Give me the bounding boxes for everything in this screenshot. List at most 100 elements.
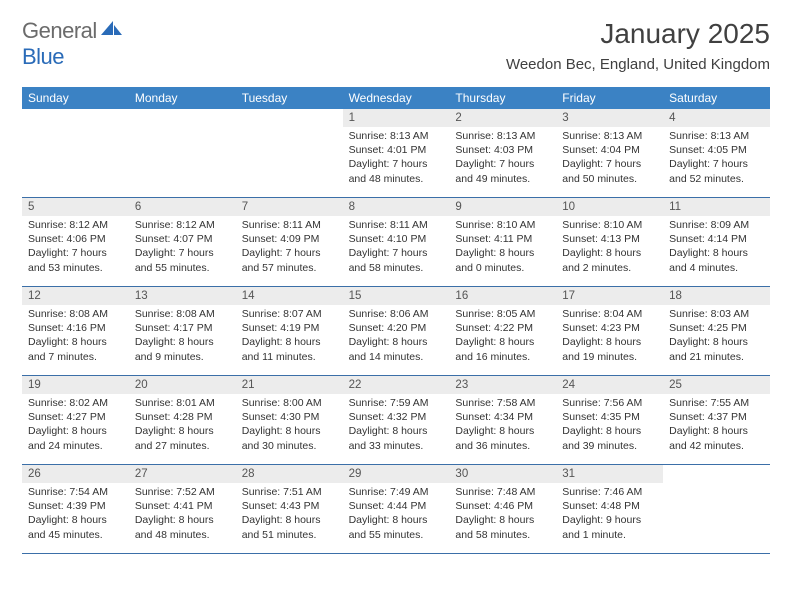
calendar-cell: 31Sunrise: 7:46 AMSunset: 4:48 PMDayligh… — [556, 465, 663, 553]
calendar-cell: 9Sunrise: 8:10 AMSunset: 4:11 PMDaylight… — [449, 198, 556, 286]
sunrise-text: Sunrise: 8:03 AM — [669, 307, 764, 321]
sunrise-text: Sunrise: 8:02 AM — [28, 396, 123, 410]
daylight-text: Daylight: 8 hours and 16 minutes. — [455, 335, 550, 363]
calendar-cell: 23Sunrise: 7:58 AMSunset: 4:34 PMDayligh… — [449, 376, 556, 464]
daylight-text: Daylight: 8 hours and 45 minutes. — [28, 513, 123, 541]
daylight-text: Daylight: 8 hours and 58 minutes. — [455, 513, 550, 541]
sunrise-text: Sunrise: 8:07 AM — [242, 307, 337, 321]
sunrise-text: Sunrise: 8:12 AM — [28, 218, 123, 232]
sunset-text: Sunset: 4:17 PM — [135, 321, 230, 335]
daylight-text: Daylight: 8 hours and 2 minutes. — [562, 246, 657, 274]
day-number: 17 — [556, 287, 663, 305]
day-number: 31 — [556, 465, 663, 483]
calendar-cell: 19Sunrise: 8:02 AMSunset: 4:27 PMDayligh… — [22, 376, 129, 464]
sunrise-text: Sunrise: 7:55 AM — [669, 396, 764, 410]
calendar-cell: 29Sunrise: 7:49 AMSunset: 4:44 PMDayligh… — [343, 465, 450, 553]
sunset-text: Sunset: 4:34 PM — [455, 410, 550, 424]
calendar: Sunday Monday Tuesday Wednesday Thursday… — [22, 87, 770, 554]
day-number: 19 — [22, 376, 129, 394]
daylight-text: Daylight: 7 hours and 58 minutes. — [349, 246, 444, 274]
daylight-text: Daylight: 9 hours and 1 minute. — [562, 513, 657, 541]
week-row: 5Sunrise: 8:12 AMSunset: 4:06 PMDaylight… — [22, 198, 770, 287]
day-number: 5 — [22, 198, 129, 216]
sunrise-text: Sunrise: 8:13 AM — [349, 129, 444, 143]
calendar-cell: 30Sunrise: 7:48 AMSunset: 4:46 PMDayligh… — [449, 465, 556, 553]
daylight-text: Daylight: 8 hours and 27 minutes. — [135, 424, 230, 452]
cell-body: Sunrise: 8:10 AMSunset: 4:11 PMDaylight:… — [449, 216, 556, 279]
cell-body: Sunrise: 7:59 AMSunset: 4:32 PMDaylight:… — [343, 394, 450, 457]
day-number: 23 — [449, 376, 556, 394]
sunset-text: Sunset: 4:16 PM — [28, 321, 123, 335]
week-row: 1Sunrise: 8:13 AMSunset: 4:01 PMDaylight… — [22, 109, 770, 198]
day-header-fri: Friday — [556, 87, 663, 109]
daylight-text: Daylight: 8 hours and 51 minutes. — [242, 513, 337, 541]
sunrise-text: Sunrise: 8:00 AM — [242, 396, 337, 410]
day-header-wed: Wednesday — [343, 87, 450, 109]
day-number: 1 — [343, 109, 450, 127]
calendar-cell: 5Sunrise: 8:12 AMSunset: 4:06 PMDaylight… — [22, 198, 129, 286]
sunset-text: Sunset: 4:30 PM — [242, 410, 337, 424]
cell-body — [129, 127, 236, 133]
daylight-text: Daylight: 8 hours and 48 minutes. — [135, 513, 230, 541]
logo: General — [22, 18, 125, 44]
cell-body: Sunrise: 7:49 AMSunset: 4:44 PMDaylight:… — [343, 483, 450, 546]
daylight-text: Daylight: 8 hours and 33 minutes. — [349, 424, 444, 452]
sunrise-text: Sunrise: 8:08 AM — [135, 307, 230, 321]
day-number: 25 — [663, 376, 770, 394]
day-number: 13 — [129, 287, 236, 305]
day-number — [22, 109, 129, 127]
sunrise-text: Sunrise: 8:05 AM — [455, 307, 550, 321]
calendar-cell: 12Sunrise: 8:08 AMSunset: 4:16 PMDayligh… — [22, 287, 129, 375]
sunset-text: Sunset: 4:41 PM — [135, 499, 230, 513]
sunrise-text: Sunrise: 7:46 AM — [562, 485, 657, 499]
calendar-cell: 10Sunrise: 8:10 AMSunset: 4:13 PMDayligh… — [556, 198, 663, 286]
sunset-text: Sunset: 4:22 PM — [455, 321, 550, 335]
calendar-cell: 22Sunrise: 7:59 AMSunset: 4:32 PMDayligh… — [343, 376, 450, 464]
sunset-text: Sunset: 4:19 PM — [242, 321, 337, 335]
day-number — [236, 109, 343, 127]
day-number: 15 — [343, 287, 450, 305]
sunset-text: Sunset: 4:07 PM — [135, 232, 230, 246]
cell-body — [236, 127, 343, 133]
cell-body: Sunrise: 8:13 AMSunset: 4:04 PMDaylight:… — [556, 127, 663, 190]
daylight-text: Daylight: 8 hours and 9 minutes. — [135, 335, 230, 363]
day-number: 6 — [129, 198, 236, 216]
day-number: 7 — [236, 198, 343, 216]
sunset-text: Sunset: 4:35 PM — [562, 410, 657, 424]
sunrise-text: Sunrise: 7:54 AM — [28, 485, 123, 499]
day-number: 28 — [236, 465, 343, 483]
cell-body: Sunrise: 8:11 AMSunset: 4:09 PMDaylight:… — [236, 216, 343, 279]
sunrise-text: Sunrise: 7:49 AM — [349, 485, 444, 499]
calendar-cell: 25Sunrise: 7:55 AMSunset: 4:37 PMDayligh… — [663, 376, 770, 464]
cell-body: Sunrise: 8:06 AMSunset: 4:20 PMDaylight:… — [343, 305, 450, 368]
calendar-cell: 15Sunrise: 8:06 AMSunset: 4:20 PMDayligh… — [343, 287, 450, 375]
calendar-cell — [663, 465, 770, 553]
day-number: 16 — [449, 287, 556, 305]
calendar-cell: 4Sunrise: 8:13 AMSunset: 4:05 PMDaylight… — [663, 109, 770, 197]
sunrise-text: Sunrise: 8:13 AM — [455, 129, 550, 143]
cell-body: Sunrise: 8:08 AMSunset: 4:16 PMDaylight:… — [22, 305, 129, 368]
cell-body: Sunrise: 7:54 AMSunset: 4:39 PMDaylight:… — [22, 483, 129, 546]
calendar-cell: 18Sunrise: 8:03 AMSunset: 4:25 PMDayligh… — [663, 287, 770, 375]
weeks-container: 1Sunrise: 8:13 AMSunset: 4:01 PMDaylight… — [22, 109, 770, 554]
sunset-text: Sunset: 4:28 PM — [135, 410, 230, 424]
sunrise-text: Sunrise: 8:12 AM — [135, 218, 230, 232]
sunrise-text: Sunrise: 8:08 AM — [28, 307, 123, 321]
header: General January 2025 Weedon Bec, England… — [0, 0, 792, 81]
sunset-text: Sunset: 4:20 PM — [349, 321, 444, 335]
daylight-text: Daylight: 7 hours and 53 minutes. — [28, 246, 123, 274]
day-header-thu: Thursday — [449, 87, 556, 109]
sunset-text: Sunset: 4:03 PM — [455, 143, 550, 157]
sunrise-text: Sunrise: 7:58 AM — [455, 396, 550, 410]
sunset-text: Sunset: 4:09 PM — [242, 232, 337, 246]
cell-body: Sunrise: 8:13 AMSunset: 4:03 PMDaylight:… — [449, 127, 556, 190]
day-number: 21 — [236, 376, 343, 394]
cell-body: Sunrise: 7:48 AMSunset: 4:46 PMDaylight:… — [449, 483, 556, 546]
day-number: 27 — [129, 465, 236, 483]
sunrise-text: Sunrise: 8:01 AM — [135, 396, 230, 410]
calendar-cell: 7Sunrise: 8:11 AMSunset: 4:09 PMDaylight… — [236, 198, 343, 286]
sunset-text: Sunset: 4:11 PM — [455, 232, 550, 246]
week-row: 19Sunrise: 8:02 AMSunset: 4:27 PMDayligh… — [22, 376, 770, 465]
sunset-text: Sunset: 4:39 PM — [28, 499, 123, 513]
day-number: 12 — [22, 287, 129, 305]
